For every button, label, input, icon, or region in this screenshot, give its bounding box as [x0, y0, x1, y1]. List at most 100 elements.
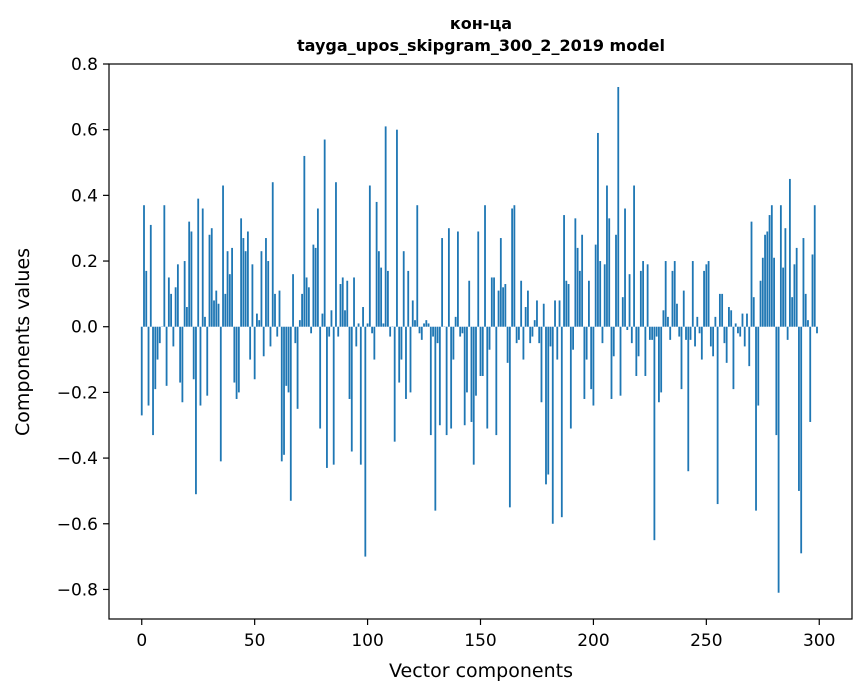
bar-208 [610, 326, 613, 399]
bar-295 [807, 320, 809, 327]
bar-139 [454, 316, 457, 327]
bar-231 [662, 310, 665, 327]
bar-44 [240, 218, 243, 327]
bar-215 [626, 326, 629, 330]
bar-281 [775, 326, 778, 436]
bar-154 [488, 326, 491, 350]
bar-225 [648, 326, 651, 340]
bar-138 [452, 326, 455, 360]
bar-284 [782, 267, 785, 327]
bar-123 [418, 326, 421, 334]
bar-180 [547, 326, 550, 475]
bar-170 [524, 307, 527, 327]
bar-272 [755, 326, 757, 511]
bar-109 [387, 270, 389, 327]
bar-151 [481, 326, 484, 376]
bar-60 [276, 326, 279, 337]
bar-19 [183, 261, 186, 327]
bar-81 [323, 139, 326, 327]
bar-45 [242, 238, 245, 327]
bar-298 [813, 205, 816, 327]
bar-124 [420, 326, 423, 340]
bar-101 [368, 185, 371, 327]
bar-38 [226, 251, 229, 327]
bar-158 [497, 290, 500, 327]
bar-79 [319, 326, 322, 429]
bar-265 [739, 326, 742, 337]
bar-196 [583, 326, 586, 399]
bar-254 [714, 316, 717, 327]
bar-0 [140, 326, 143, 416]
bar-162 [506, 326, 509, 363]
bar-223 [644, 326, 647, 376]
y-tick-label: 0.6 [71, 121, 98, 141]
bar-282 [777, 326, 780, 593]
bar-237 [676, 303, 678, 327]
bar-90 [344, 310, 346, 327]
bar-36 [222, 185, 224, 327]
bar-108 [384, 126, 387, 327]
bar-253 [712, 326, 715, 357]
bar-191 [572, 326, 574, 350]
bar-270 [750, 221, 753, 327]
bar-34 [217, 303, 220, 327]
bar-132 [438, 326, 441, 426]
bar-192 [574, 218, 577, 327]
bar-142 [461, 326, 464, 334]
bar-206 [606, 185, 608, 327]
bar-210 [615, 234, 617, 327]
bar-205 [603, 264, 606, 327]
bar-120 [411, 300, 414, 327]
bar-198 [588, 280, 590, 327]
bar-201 [594, 244, 597, 327]
bar-143 [463, 326, 466, 426]
bar-181 [549, 326, 552, 347]
bar-271 [752, 297, 755, 327]
bar-102 [371, 326, 374, 334]
bar-152 [484, 205, 486, 327]
bar-135 [445, 326, 448, 436]
bar-167 [517, 326, 520, 340]
bar-96 [357, 323, 360, 327]
bar-54 [262, 326, 265, 357]
bar-245 [694, 326, 696, 347]
bar-296 [809, 326, 812, 422]
bar-35 [219, 326, 222, 462]
bar-286 [786, 326, 789, 340]
bar-53 [260, 251, 263, 327]
bar-85 [332, 326, 335, 465]
bar-13 [170, 293, 173, 327]
bar-243 [689, 326, 692, 340]
bar-20 [186, 307, 188, 327]
y-tick-label: 0.0 [71, 318, 98, 338]
bar-122 [416, 205, 419, 327]
bar-258 [723, 326, 726, 344]
bar-261 [730, 310, 733, 327]
bar-209 [612, 326, 615, 357]
bar-255 [716, 326, 719, 505]
bar-117 [405, 326, 407, 399]
bar-274 [759, 280, 762, 327]
bar-175 [536, 300, 538, 327]
bar-33 [215, 290, 218, 327]
y-tick-label: 0.8 [71, 55, 98, 75]
bar-6 [154, 326, 157, 390]
bar-164 [511, 208, 514, 327]
bar-52 [258, 320, 261, 327]
bar-83 [328, 326, 331, 337]
bar-183 [554, 300, 556, 327]
bar-202 [597, 132, 599, 327]
bar-30 [208, 234, 211, 327]
bar-82 [326, 326, 328, 468]
bar-11 [165, 326, 168, 386]
bar-49 [251, 264, 254, 327]
bar-216 [628, 274, 631, 327]
bar-184 [556, 326, 559, 360]
bar-43 [237, 326, 240, 393]
bar-72 [303, 155, 306, 327]
bar-155 [490, 277, 493, 327]
bar-28 [204, 316, 206, 327]
bar-27 [201, 208, 204, 327]
bar-145 [468, 280, 471, 327]
